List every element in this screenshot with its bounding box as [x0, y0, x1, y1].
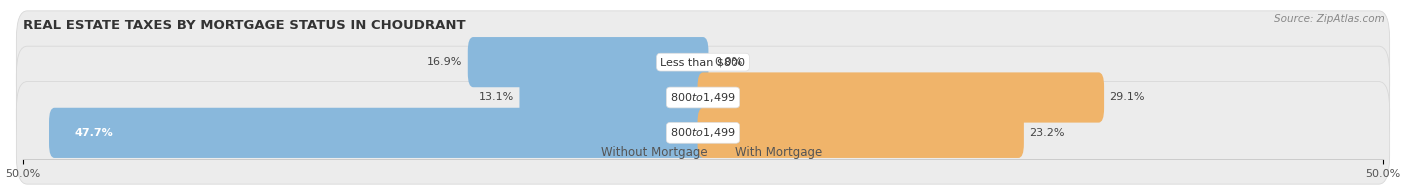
- Text: 16.9%: 16.9%: [427, 57, 463, 67]
- FancyBboxPatch shape: [17, 46, 1389, 149]
- Text: 23.2%: 23.2%: [1029, 128, 1064, 138]
- Text: $800 to $1,499: $800 to $1,499: [671, 91, 735, 104]
- Legend: Without Mortgage, With Mortgage: Without Mortgage, With Mortgage: [579, 141, 827, 163]
- FancyBboxPatch shape: [697, 72, 1104, 123]
- Text: 47.7%: 47.7%: [75, 128, 114, 138]
- FancyBboxPatch shape: [17, 82, 1389, 184]
- Text: 13.1%: 13.1%: [479, 92, 515, 103]
- Text: 0.0%: 0.0%: [714, 57, 742, 67]
- Text: 29.1%: 29.1%: [1109, 92, 1144, 103]
- Text: $800 to $1,499: $800 to $1,499: [671, 126, 735, 139]
- Text: Source: ZipAtlas.com: Source: ZipAtlas.com: [1274, 14, 1385, 24]
- FancyBboxPatch shape: [697, 108, 1024, 158]
- Text: REAL ESTATE TAXES BY MORTGAGE STATUS IN CHOUDRANT: REAL ESTATE TAXES BY MORTGAGE STATUS IN …: [22, 19, 465, 32]
- Text: Less than $800: Less than $800: [661, 57, 745, 67]
- FancyBboxPatch shape: [17, 11, 1389, 113]
- FancyBboxPatch shape: [49, 108, 709, 158]
- FancyBboxPatch shape: [519, 72, 709, 123]
- FancyBboxPatch shape: [468, 37, 709, 87]
